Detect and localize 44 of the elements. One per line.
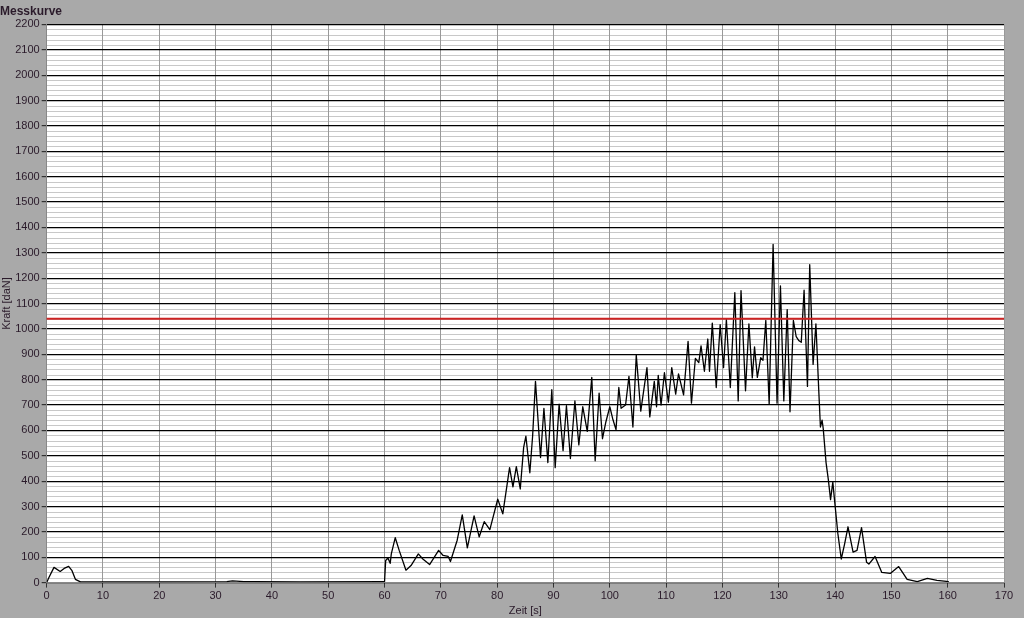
x-axis-title: Zeit [s] [508,604,542,617]
y-tick-label: 1600 [15,169,40,182]
y-tick-label: 1000 [15,321,40,334]
x-tick-label: 100 [600,589,619,602]
y-tick-label: 0 [33,575,40,588]
y-tick-label: 700 [21,398,40,411]
x-tick-label: 0 [43,589,50,602]
y-tick-label: 1700 [15,144,40,157]
y-tick-label: 800 [21,372,40,385]
y-tick-label: 100 [21,550,40,563]
y-tick-label: 300 [21,499,40,512]
y-tick-label: 1200 [15,271,40,284]
y-tick-label: 1500 [15,195,40,208]
y-axis-title: Kraft [daN] [0,277,12,330]
x-tick-label: 10 [96,589,110,602]
y-tick-label: 1100 [16,296,40,309]
x-tick-label: 90 [547,589,560,602]
y-tick-label: 2100 [15,42,40,55]
x-tick-label: 170 [994,589,1014,602]
y-tick-label: 1800 [15,118,40,131]
x-tick-label: 60 [378,589,391,602]
x-tick-label: 140 [825,589,845,602]
x-tick-label: 130 [769,589,788,602]
y-tick-label: 400 [21,474,40,487]
x-tick-label: 110 [657,589,675,602]
chart-title: Messkurve [0,3,63,18]
y-tick-label: 200 [21,524,40,537]
y-tick-label: 1900 [15,93,40,106]
y-tick-label: 500 [21,448,40,461]
y-tick-label: 1300 [15,245,40,258]
x-tick-label: 150 [882,589,901,602]
y-tick-label: 1400 [15,220,40,233]
x-tick-label: 20 [153,589,166,602]
x-tick-label: 30 [209,589,222,602]
x-tick-label: 80 [491,589,504,602]
x-tick-label: 160 [938,589,957,602]
x-tick-label: 120 [713,589,732,602]
y-tick-label: 2200 [15,17,40,30]
y-tick-label: 600 [21,423,40,436]
x-tick-label: 50 [322,589,335,602]
y-tick-label: 2000 [15,68,40,81]
y-tick-label: 900 [21,347,40,360]
x-tick-label: 40 [265,589,279,602]
x-tick-label: 70 [434,589,447,602]
